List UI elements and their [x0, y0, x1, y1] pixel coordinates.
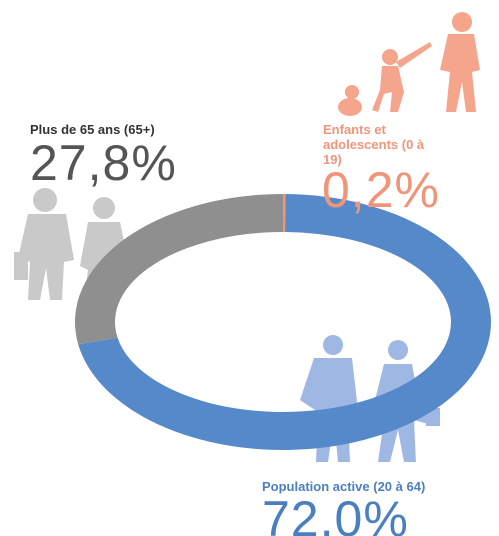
- value-label: 72,0%: [262, 491, 409, 536]
- donut-segment: [283, 194, 286, 233]
- donut: [75, 194, 492, 450]
- category-label: Enfants et adolescents (0 à 19): [323, 122, 425, 167]
- category-label: Plus de 65 ans (65+): [30, 122, 155, 137]
- donut-segment: [75, 194, 283, 345]
- children-figures: [338, 12, 480, 116]
- value-label: 0,2%: [322, 162, 440, 218]
- category-label: Population active (20 à 64): [262, 479, 426, 494]
- value-label: 27,8%: [30, 135, 177, 191]
